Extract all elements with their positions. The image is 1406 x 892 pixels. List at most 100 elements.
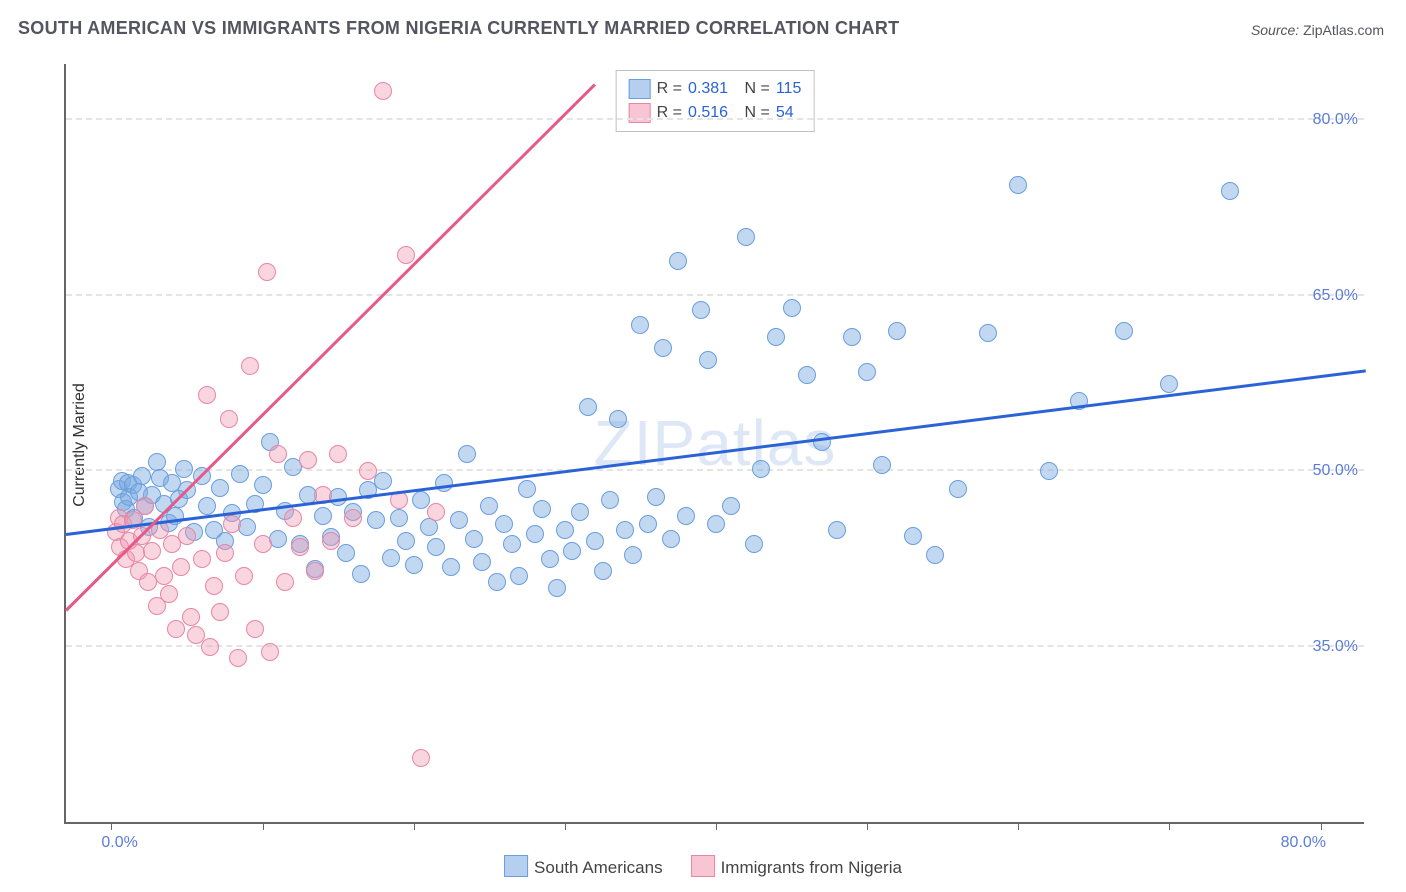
x-tick-mark — [414, 822, 415, 830]
y-tick-label: 80.0% — [1313, 111, 1358, 129]
scatter-point — [241, 357, 259, 375]
scatter-point — [172, 558, 190, 576]
scatter-point — [246, 620, 264, 638]
scatter-point — [155, 567, 173, 585]
stats-swatch-blue — [629, 79, 651, 99]
scatter-point — [344, 509, 362, 527]
source-prefix: Source: — [1251, 22, 1303, 38]
scatter-point — [1160, 375, 1178, 393]
scatter-point — [254, 476, 272, 494]
scatter-point — [143, 542, 161, 560]
scatter-point — [299, 451, 317, 469]
scatter-point — [541, 550, 559, 568]
legend-swatch-pink — [691, 855, 715, 877]
scatter-point — [828, 521, 846, 539]
scatter-point — [382, 549, 400, 567]
scatter-point — [306, 562, 324, 580]
legend-label-2: Immigrants from Nigeria — [721, 858, 902, 877]
scatter-point — [904, 527, 922, 545]
scatter-point — [624, 546, 642, 564]
scatter-point — [465, 530, 483, 548]
scatter-point — [858, 363, 876, 381]
stats-row-series-2: R = 0.516 N = 54 — [629, 101, 802, 125]
scatter-point — [873, 456, 891, 474]
legend-swatch-blue — [504, 855, 528, 877]
scatter-point — [160, 585, 178, 603]
scatter-point — [594, 562, 612, 580]
scatter-point — [235, 567, 253, 585]
stats-n-label: N = — [744, 80, 769, 98]
legend-label-1: South Americans — [534, 858, 663, 877]
scatter-point — [178, 527, 196, 545]
scatter-point — [692, 301, 710, 319]
scatter-point — [707, 515, 725, 533]
gridline-horizontal — [66, 469, 1364, 471]
scatter-point — [139, 573, 157, 591]
gridline-horizontal — [66, 294, 1364, 296]
scatter-point — [767, 328, 785, 346]
scatter-point — [480, 497, 498, 515]
scatter-point — [352, 565, 370, 583]
scatter-point — [503, 535, 521, 553]
scatter-point — [813, 433, 831, 451]
scatter-point — [579, 398, 597, 416]
gridline-horizontal — [66, 118, 1364, 120]
scatter-point — [1009, 176, 1027, 194]
scatter-point — [669, 252, 687, 270]
scatter-point — [473, 553, 491, 571]
scatter-point — [1040, 462, 1058, 480]
scatter-point — [616, 521, 634, 539]
trend-line — [66, 369, 1366, 536]
scatter-point — [1221, 182, 1239, 200]
scatter-point — [229, 649, 247, 667]
source-attribution: Source: ZipAtlas.com — [1251, 22, 1384, 38]
scatter-point — [631, 316, 649, 334]
scatter-point — [211, 479, 229, 497]
scatter-point — [314, 507, 332, 525]
source-name: ZipAtlas.com — [1303, 22, 1384, 38]
x-tick-mark — [565, 822, 566, 830]
scatter-point — [231, 465, 249, 483]
scatter-point — [571, 503, 589, 521]
scatter-point — [458, 445, 476, 463]
scatter-point — [722, 497, 740, 515]
scatter-point — [374, 82, 392, 100]
scatter-point — [427, 503, 445, 521]
scatter-point — [205, 577, 223, 595]
scatter-point — [322, 532, 340, 550]
scatter-point — [518, 480, 536, 498]
scatter-point — [291, 538, 309, 556]
scatter-point — [654, 339, 672, 357]
scatter-point — [798, 366, 816, 384]
scatter-point — [367, 511, 385, 529]
scatter-point — [337, 544, 355, 562]
stats-r-value-1: 0.381 — [688, 80, 728, 98]
scatter-point — [979, 324, 997, 342]
scatter-point — [397, 246, 415, 264]
x-tick-mark — [1169, 822, 1170, 830]
scatter-point — [548, 579, 566, 597]
scatter-point — [405, 556, 423, 574]
scatter-point — [220, 410, 238, 428]
scatter-point — [412, 749, 430, 767]
scatter-point — [182, 608, 200, 626]
x-tick-label: 0.0% — [101, 834, 137, 852]
scatter-point — [442, 558, 460, 576]
gridline-horizontal — [66, 645, 1364, 647]
scatter-point — [783, 299, 801, 317]
x-tick-mark — [1018, 822, 1019, 830]
scatter-point — [329, 445, 347, 463]
scatter-point — [699, 351, 717, 369]
scatter-point — [276, 573, 294, 591]
scatter-point — [201, 638, 219, 656]
scatter-point — [510, 567, 528, 585]
scatter-point — [374, 472, 392, 490]
scatter-point — [167, 620, 185, 638]
scatter-point — [647, 488, 665, 506]
stats-r-label: R = — [657, 80, 682, 98]
scatter-point — [949, 480, 967, 498]
scatter-point — [198, 386, 216, 404]
scatter-point — [556, 521, 574, 539]
scatter-point — [211, 603, 229, 621]
y-tick-label: 50.0% — [1313, 462, 1358, 480]
